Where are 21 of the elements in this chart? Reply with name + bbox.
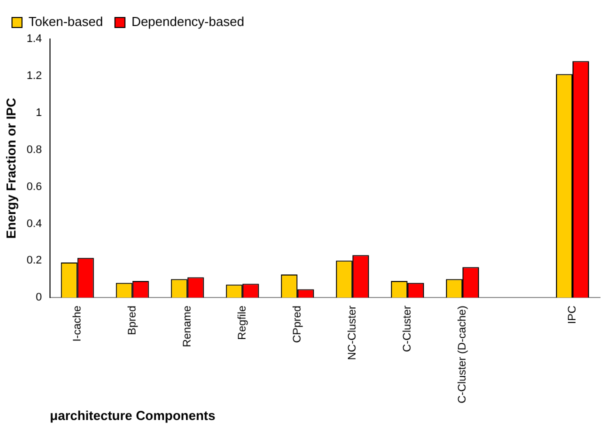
- x-tick-label: C-Cluster: [401, 305, 414, 352]
- x-tick-label: NC-Cluster: [346, 305, 358, 360]
- x-tick-label: I-cache: [71, 306, 84, 342]
- x-tick-label: Regfile: [236, 306, 248, 340]
- y-tick-label: 0: [36, 292, 42, 304]
- y-tick-label: 1.2: [26, 70, 42, 82]
- legend-label: Token-based: [28, 14, 103, 30]
- x-tick-label: C-Cluster (D-cache): [456, 306, 469, 404]
- y-tick-label: 1: [36, 106, 42, 119]
- x-tick-label: Bpred: [126, 306, 138, 335]
- x-axis-title: μarchitecture Components: [50, 408, 216, 423]
- y-tick-label: 0.2: [26, 254, 42, 267]
- x-tick-label: CPpred: [291, 306, 304, 343]
- y-tick-label: 0.8: [26, 144, 42, 156]
- x-tick-label: IPC: [566, 306, 579, 324]
- y-tick-label: 0.6: [26, 180, 42, 193]
- y-tick-label: 0.4: [26, 218, 42, 230]
- y-axis-title: Energy Fraction or IPC: [3, 97, 18, 239]
- legend-label: Dependency-based: [131, 14, 244, 30]
- y-tick-label: 1.4: [26, 33, 42, 46]
- x-tick-label: Rename: [181, 306, 194, 348]
